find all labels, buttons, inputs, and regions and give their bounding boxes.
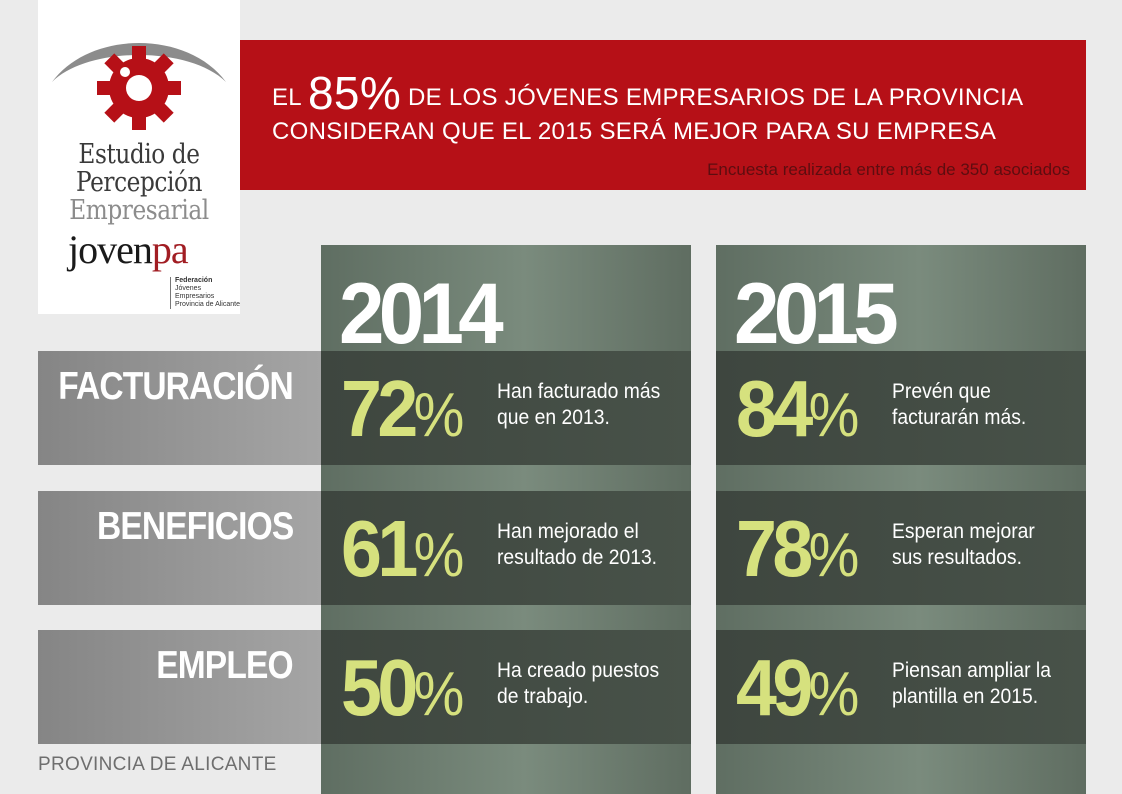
stat-cell: 49% Piensan ampliar la plantilla en 2015… [716, 630, 1086, 744]
percent-sign: % [808, 381, 860, 450]
row-label-bar: BENEFICIOS [38, 491, 321, 605]
stat-value: 78 [736, 504, 813, 593]
logo-title-line: Percepción [75, 167, 203, 198]
brand-part: pa [151, 227, 189, 272]
stat-description: Piensan ampliar la plantilla en 2015. [892, 659, 1051, 708]
stat-value: 49 [736, 643, 813, 732]
logo-title-line: Empresarial [69, 195, 209, 226]
row-label: EMPLEO [156, 644, 294, 687]
headline-pre: EL [272, 84, 309, 111]
stat-percentage: 72% [341, 363, 464, 455]
logo-panel: Estudio de Percepción Empresarial jovenp… [38, 0, 240, 314]
stat-cell: 78% Esperan mejorar sus resultados. [716, 491, 1086, 605]
headline-banner: EL 85% DE LOS JÓVENES EMPRESARIOS DE LA … [240, 40, 1086, 190]
row-label: BENEFICIOS [96, 505, 294, 548]
stat-percentage: 61% [341, 503, 464, 595]
footer-region: PROVINCIA DE ALICANTE [38, 754, 277, 775]
row-label-bar: EMPLEO [38, 630, 321, 744]
percent-sign: % [413, 521, 465, 590]
row-label: FACTURACIÓN [58, 365, 293, 408]
stat-percentage: 84% [736, 363, 859, 455]
federation-line: Provincia de Alicante [175, 301, 240, 308]
stat-description: Ha creado puestos de trabajo. [497, 659, 660, 708]
stat-description: Han mejorado el resultado de 2013. [497, 520, 658, 569]
headline-percentage: 85% [308, 67, 402, 119]
stat-cell: 61% Han mejorado el resultado de 2013. [321, 491, 691, 605]
brand-part: joven [68, 227, 153, 272]
brand-wordmark: jovenpa [68, 226, 189, 273]
year-heading: 2015 [734, 266, 899, 362]
stat-value: 61 [341, 504, 418, 593]
gear-eye-icon [52, 43, 226, 130]
stat-percentage: 78% [736, 503, 859, 595]
percent-sign: % [808, 521, 860, 590]
federation-line: Federación [175, 277, 213, 284]
stat-percentage: 50% [341, 642, 464, 734]
percent-sign: % [413, 381, 465, 450]
stat-cell: 84% Prevén que facturarán más. [716, 351, 1086, 465]
percent-sign: % [413, 660, 465, 729]
stat-percentage: 49% [736, 642, 859, 734]
stat-value: 84 [736, 364, 813, 453]
survey-note: Encuesta realizada entre más de 350 asoc… [707, 160, 1070, 179]
row-label-bar: FACTURACIÓN [38, 351, 321, 465]
stat-description: Han facturado más que en 2013. [497, 380, 661, 429]
federation-line: Jóvenes Empresarios [175, 285, 215, 300]
stat-value: 50 [341, 643, 418, 732]
stat-cell: 72% Han facturado más que en 2013. [321, 351, 691, 465]
stat-cell: 50% Ha creado puestos de trabajo. [321, 630, 691, 744]
percent-sign: % [808, 660, 860, 729]
stat-value: 72 [341, 364, 418, 453]
federation-caption: Federación Jóvenes Empresarios Provincia… [170, 277, 240, 309]
stat-description: Prevén que facturarán más. [892, 380, 1027, 429]
stat-description: Esperan mejorar sus resultados. [892, 520, 1035, 569]
headline: EL 85% DE LOS JÓVENES EMPRESARIOS DE LA … [272, 70, 1082, 149]
headline-post: DE LOS JÓVENES EMPRESARIOS DE LA PROVINC… [272, 84, 1023, 145]
year-heading: 2014 [339, 266, 504, 362]
logo-title-line: Estudio de [78, 139, 200, 170]
